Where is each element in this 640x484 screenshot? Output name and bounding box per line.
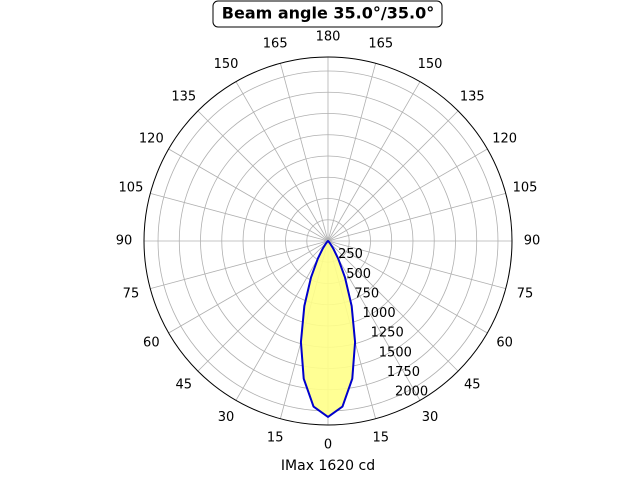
- grid-spoke: [235, 81, 329, 242]
- grid-spoke: [327, 110, 459, 242]
- x-axis-label: IMax 1620 cd: [281, 458, 375, 474]
- theta-tick-label: 0: [324, 438, 332, 453]
- theta-tick-label: 105: [513, 181, 538, 196]
- r-tick-label: 1000: [363, 306, 396, 321]
- beam-area: [300, 241, 356, 417]
- grid-spoke: [150, 240, 329, 290]
- grid-spoke: [235, 240, 329, 401]
- theta-tick-label: 45: [464, 378, 481, 393]
- grid-spoke: [327, 81, 421, 242]
- theta-tick-label: 90: [524, 234, 541, 249]
- theta-tick-label: 75: [517, 286, 534, 301]
- grid-spoke: [327, 240, 488, 334]
- grid-spoke: [197, 240, 329, 372]
- theta-tick-label: 75: [123, 286, 140, 301]
- grid-spoke: [327, 240, 459, 372]
- chart-title: Beam angle 35.0°/35.0°: [222, 4, 434, 23]
- r-tick-label: 500: [346, 267, 371, 282]
- theta-tick-label: 30: [422, 410, 439, 425]
- theta-tick-label: 60: [143, 336, 160, 351]
- grid-spoke: [150, 192, 329, 242]
- theta-tick-label: 60: [496, 336, 513, 351]
- grid-spoke: [327, 240, 421, 401]
- beam-curve: [299, 240, 357, 418]
- title-box: [212, 0, 443, 28]
- grid-spoke: [327, 240, 506, 290]
- grid-spoke: [168, 240, 329, 334]
- r-tick-label: 2000: [395, 385, 428, 400]
- theta-tick-label: 120: [492, 132, 517, 147]
- r-tick-label: 1750: [387, 365, 420, 380]
- grid-spoke: [168, 148, 329, 242]
- r-tick-label: 750: [354, 286, 379, 301]
- theta-tick-label: 90: [116, 234, 133, 249]
- r-tick-label: 250: [338, 247, 363, 262]
- grid-spoke: [327, 192, 506, 242]
- theta-tick-label: 165: [263, 36, 288, 51]
- theta-tick-label: 30: [218, 410, 235, 425]
- r-tick-label: 1500: [379, 345, 412, 360]
- polar-frame: [143, 56, 513, 426]
- theta-tick-label: 150: [418, 57, 443, 72]
- theta-tick-label: 165: [368, 36, 393, 51]
- theta-tick-label: 45: [175, 378, 192, 393]
- grid-spoke: [327, 148, 488, 242]
- grid-spoke: [197, 110, 329, 242]
- theta-tick-label: 105: [119, 181, 144, 196]
- theta-tick-label: 180: [316, 30, 341, 45]
- theta-tick-label: 135: [460, 89, 485, 104]
- theta-tick-label: 15: [373, 431, 390, 446]
- theta-tick-label: 150: [214, 57, 239, 72]
- grid-spoke: [327, 63, 377, 242]
- theta-tick-label: 120: [139, 132, 164, 147]
- r-tick-label: 1250: [371, 326, 404, 341]
- theta-tick-label: 15: [267, 431, 284, 446]
- theta-tick-label: 135: [171, 89, 196, 104]
- grid-spoke: [279, 63, 329, 242]
